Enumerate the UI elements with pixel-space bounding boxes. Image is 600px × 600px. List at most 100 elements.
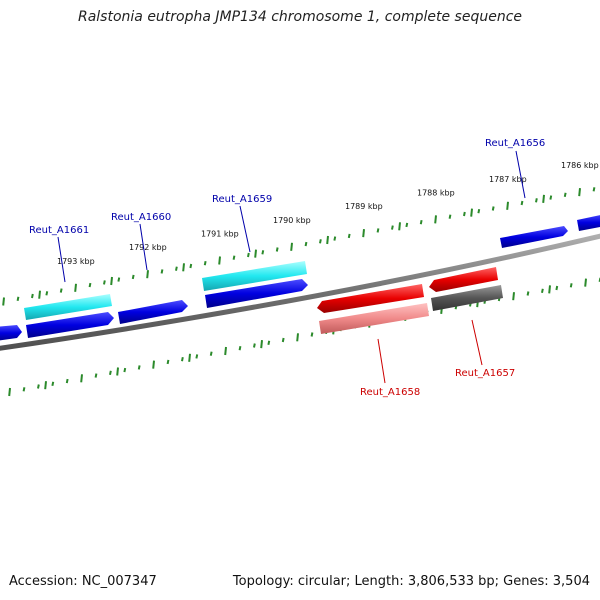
outer-tick-29 <box>203 261 207 266</box>
outer-tick-69 <box>491 206 495 211</box>
sequence-summary-text: Topology: circular; Length: 3,806,533 bp… <box>232 574 590 589</box>
outer-tick-47 <box>333 236 337 241</box>
inner-tick-25 <box>181 357 184 362</box>
inner-tick-1 <box>8 387 11 397</box>
gene-feature-offscreen-left[interactable] <box>0 325 22 341</box>
gene-label-reut-a1656[interactable]: Reut_A1656 <box>485 138 545 149</box>
tick-label-1792: 1792 kbp <box>129 243 167 252</box>
gene-label-reut-a1657[interactable]: Reut_A1657 <box>455 368 515 379</box>
inner-tick-16 <box>116 367 119 376</box>
gene-feature-reut-a1661[interactable] <box>26 312 114 338</box>
outer-tick-35 <box>247 252 250 258</box>
outer-tick-23 <box>160 269 164 274</box>
inner-tick-79 <box>569 283 573 288</box>
outer-tick-51 <box>362 229 365 238</box>
inner-tick-43 <box>310 332 314 337</box>
outer-tick-49 <box>347 233 351 239</box>
leader-reut-a1657 <box>471 319 483 366</box>
outer-tick-16 <box>110 276 113 286</box>
inner-tick-17 <box>123 367 127 373</box>
inner-tick-23 <box>166 359 170 365</box>
outer-tick-17 <box>117 277 121 282</box>
inner-tick-11 <box>80 374 83 383</box>
inner-tick-81 <box>584 278 587 287</box>
gene-label-reut-a1661[interactable]: Reut_A1661 <box>29 225 89 236</box>
gene-feature-reut-a1657-other[interactable] <box>431 285 503 311</box>
tick-label-1786: 1786 kbp <box>561 161 599 170</box>
outer-tick-43 <box>304 241 308 247</box>
inner-tick-5 <box>37 384 40 389</box>
tick-labels: 1786 kbp 1787 kbp 1788 kbp 1789 kbp 1790 kbp… <box>57 161 599 266</box>
gene-feature-reut-a1659[interactable] <box>205 279 308 308</box>
gene-feature-reut-a1657[interactable] <box>429 267 498 292</box>
inner-tick-31 <box>224 346 227 356</box>
tick-label-1791: 1791 kbp <box>201 230 239 239</box>
inner-tick-37 <box>267 340 271 345</box>
inner-tick-27 <box>195 354 199 359</box>
gene-label-reut-a1659[interactable]: Reut_A1659 <box>212 194 272 205</box>
inner-tick-6 <box>44 381 47 390</box>
outer-tick-27 <box>189 263 193 269</box>
outer-tick-6 <box>38 290 41 299</box>
leader-reut-a1660 <box>139 223 148 271</box>
outer-tick-67 <box>477 209 481 214</box>
tick-label-1793: 1793 kbp <box>57 257 95 266</box>
outer-tick-5 <box>31 293 34 299</box>
inner-tick-36 <box>260 340 263 349</box>
outer-tick-61 <box>434 215 437 224</box>
outer-tick-81 <box>578 188 581 197</box>
outer-tick-15 <box>103 280 106 285</box>
map-title: Ralstonia eutropha JMP134 chromosome 1, … <box>77 9 522 25</box>
outer-tick-row <box>2 187 596 306</box>
inner-tick-7 <box>51 381 55 386</box>
outer-tick-33 <box>232 255 236 260</box>
outer-tick-39 <box>275 247 279 252</box>
outer-tick-63 <box>448 214 452 219</box>
tick-label-1790: 1790 kbp <box>273 216 311 225</box>
tick-label-1789: 1789 kbp <box>345 202 383 211</box>
gene-feature-reut-a1658-rna[interactable] <box>319 303 429 334</box>
gene-feature-reut-a1659-rna[interactable] <box>202 261 307 291</box>
gene-feature-reut-a1661-rna[interactable] <box>24 294 112 320</box>
outer-tick-26 <box>182 263 185 272</box>
gene-feature-reut-a1660[interactable] <box>118 300 188 324</box>
outer-tick-75 <box>535 198 538 203</box>
outer-tick-11 <box>74 283 77 292</box>
inner-tick-77 <box>555 285 559 291</box>
leader-reut-a1658 <box>377 338 386 384</box>
outer-tick-36 <box>254 249 257 258</box>
inner-tick-39 <box>281 337 285 343</box>
gene-label-reut-a1658[interactable]: Reut_A1658 <box>360 387 420 398</box>
outer-tick-25 <box>175 266 178 271</box>
inner-tick-26 <box>188 353 191 362</box>
inner-tick-13 <box>94 373 98 378</box>
outer-tick-76 <box>542 194 545 203</box>
inner-tick-35 <box>253 343 256 348</box>
inner-tick-9 <box>65 378 69 384</box>
gene-feature-reut-a1658[interactable] <box>317 284 424 313</box>
gene-label-reut-a1660[interactable]: Reut_A1660 <box>111 212 171 223</box>
inner-tick-3 <box>22 387 26 392</box>
gene-labels: Reut_A1656 Reut_A1659 Reut_A1660 Reut_A1… <box>29 138 545 398</box>
outer-tick-1 <box>2 297 5 306</box>
outer-tick-19 <box>131 274 135 280</box>
inner-tick-75 <box>541 288 544 293</box>
inner-tick-33 <box>238 346 242 351</box>
outer-tick-31 <box>218 256 221 265</box>
gene-feature-reut-a1656[interactable] <box>500 226 568 248</box>
inner-tick-73 <box>526 291 530 296</box>
gene-feature-offscreen-right[interactable] <box>577 214 600 231</box>
outer-tick-57 <box>405 222 409 228</box>
tick-label-1788: 1788 kbp <box>417 188 455 197</box>
outer-tick-65 <box>463 211 466 217</box>
leader-reut-a1659 <box>239 205 251 253</box>
outer-tick-59 <box>419 220 423 225</box>
outer-tick-73 <box>520 200 524 206</box>
outer-tick-66 <box>470 208 473 217</box>
gene-features <box>0 214 600 341</box>
outer-tick-77 <box>549 195 553 200</box>
outer-tick-53 <box>376 228 380 233</box>
outer-tick-3 <box>16 296 20 301</box>
leader-reut-a1656 <box>515 150 526 199</box>
